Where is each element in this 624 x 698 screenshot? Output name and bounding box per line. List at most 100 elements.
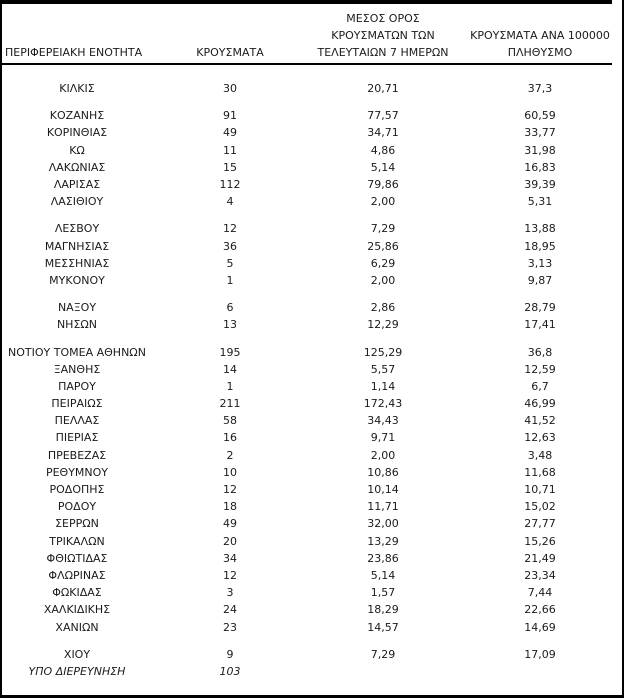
region-name-cell: ΛΑΡΙΣΑΣ xyxy=(53,178,101,192)
per100k-cell: 27,77 xyxy=(524,517,556,531)
per100k-cell: 11,68 xyxy=(524,465,556,479)
cases-cell: 49 xyxy=(223,126,237,140)
region-name-cell: ΡΟΔΟΠΗΣ xyxy=(49,483,105,497)
per100k-cell: 5,31 xyxy=(527,195,553,209)
table-body: ΚΙΛΚΙΣ 30 20,71 37,3 ΚΟΖΑΝΗΣ 91 77,57 60,59 ΚΟΡΙ… xyxy=(2,65,622,680)
header-regional-unit-label: ΠΕΡΙΦΕΡΕΙΑΚΗ ΕΝΟΤΗΤΑ xyxy=(5,46,143,59)
header-per-100k: ΚΡΟΥΣΜΑΤΑ ΑΝΑ 100000 ΠΛΗΘΥΣΜΟ xyxy=(458,27,622,61)
region-name-cell: ΦΛΩΡΙΝΑΣ xyxy=(48,568,106,582)
per100k-cell: 36,8 xyxy=(527,345,553,359)
region-name-cell: ΜΑΓΝΗΣΙΑΣ xyxy=(44,239,110,253)
table-row: ΛΑΣΙΘΙΟΥ 4 2,00 5,31 xyxy=(2,193,622,210)
avg7-cell: 10,86 xyxy=(367,465,399,479)
cases-cell: 3 xyxy=(226,586,234,600)
table-row: ΚΩ 11 4,86 31,98 xyxy=(2,142,622,159)
header-7day-average-line2: ΚΡΟΥΣΜΑΤΩΝ ΤΩΝ xyxy=(331,29,435,42)
cases-cell: 18 xyxy=(223,500,237,514)
avg7-cell: 2,00 xyxy=(370,195,396,209)
avg7-cell: 9,71 xyxy=(370,431,396,445)
region-name-cell: ΝΑΞΟΥ xyxy=(57,301,97,315)
table-row: ΧΙΟΥ 9 7,29 17,09 xyxy=(2,646,622,663)
avg7-cell: 79,86 xyxy=(367,178,399,192)
table-row: ΠΕΙΡΑΙΩΣ 211 172,43 46,99 xyxy=(2,395,622,412)
table-row: ΛΑΡΙΣΑΣ 112 79,86 39,39 xyxy=(2,176,622,193)
header-per-100k-line2: ΠΛΗΘΥΣΜΟ xyxy=(507,46,573,59)
cases-cell: 10 xyxy=(223,465,237,479)
region-name-cell: ΧΑΛΚΙΔΙΚΗΣ xyxy=(43,603,111,617)
per100k-cell: 6,7 xyxy=(531,379,549,393)
table-row: ΠΕΛΛΑΣ 58 34,43 41,52 xyxy=(2,412,622,429)
region-name-cell: ΝΗΣΩΝ xyxy=(56,318,98,332)
table-row-group: ΝΟΤΙΟΥ ΤΟΜΕΑ ΑΘΗΝΩΝ 195 125,29 36,8 ΞΑΝΘΗΣ 14… xyxy=(2,343,622,635)
table-row: ΜΑΓΝΗΣΙΑΣ 36 25,86 18,95 xyxy=(2,238,622,255)
per100k-cell: 22,66 xyxy=(524,603,556,617)
avg7-cell: 5,57 xyxy=(370,362,396,376)
per100k-cell: 15,02 xyxy=(524,500,556,514)
avg7-cell: 172,43 xyxy=(363,397,403,411)
region-name-cell: ΠΕΙΡΑΙΩΣ xyxy=(51,397,103,411)
table-row: ΠΙΕΡΙΑΣ 16 9,71 12,63 xyxy=(2,429,622,446)
table-row: ΠΑΡΟΥ 1 1,14 6,7 xyxy=(2,378,622,395)
header-regional-unit: ΠΕΡΙΦΕΡΕΙΑΚΗ ΕΝΟΤΗΤΑ xyxy=(2,44,152,61)
cases-cell: 23 xyxy=(223,620,237,634)
cases-cell: 195 xyxy=(219,345,241,359)
cases-cell: 12 xyxy=(223,483,237,497)
table-row: ΦΩΚΙΔΑΣ 3 1,57 7,44 xyxy=(2,584,622,601)
avg7-cell: 34,43 xyxy=(367,414,399,428)
per100k-cell: 23,34 xyxy=(524,568,556,582)
table-header-row: ΠΕΡΙΦΕΡΕΙΑΚΗ ΕΝΟΤΗΤΑ ΚΡΟΥΣΜΑΤΑ ΜΕΣΟΣ ΟΡΟ… xyxy=(2,4,622,61)
avg7-cell: 125,29 xyxy=(363,345,403,359)
avg7-cell: 23,86 xyxy=(367,551,399,565)
avg7-cell: 2,00 xyxy=(370,273,396,287)
avg7-cell: 25,86 xyxy=(367,239,399,253)
per100k-cell: 21,49 xyxy=(524,551,556,565)
avg7-cell: 5,14 xyxy=(370,160,396,174)
cases-cell: 6 xyxy=(226,301,234,315)
per100k-cell: 37,3 xyxy=(527,82,553,96)
cases-cell: 4 xyxy=(226,195,234,209)
per100k-cell: 12,59 xyxy=(524,362,556,376)
avg7-cell: 1,14 xyxy=(370,379,396,393)
avg7-cell: 6,29 xyxy=(370,256,396,270)
avg7-cell: 18,29 xyxy=(367,603,399,617)
per100k-cell: 60,59 xyxy=(524,109,556,123)
per100k-cell: 28,79 xyxy=(524,301,556,315)
region-name-cell: ΜΕΣΣΗΝΙΑΣ xyxy=(44,256,110,270)
avg7-cell: 5,14 xyxy=(370,568,396,582)
per100k-cell: 16,83 xyxy=(524,160,556,174)
region-name-cell: ΡΕΘΥΜΝΟΥ xyxy=(45,465,109,479)
region-name-cell: ΤΡΙΚΑΛΩΝ xyxy=(49,534,105,548)
header-7day-average: ΜΕΣΟΣ ΟΡΟΣ ΚΡΟΥΣΜΑΤΩΝ ΤΩΝ ΤΕΛΕΥΤΑΙΩΝ 7 Η… xyxy=(308,10,458,61)
header-cases-label: ΚΡΟΥΣΜΑΤΑ xyxy=(196,46,264,59)
cases-cell: 1 xyxy=(226,379,234,393)
region-name-cell: ΝΟΤΙΟΥ ΤΟΜΕΑ ΑΘΗΝΩΝ xyxy=(8,345,146,359)
table-row-group: ΚΙΛΚΙΣ 30 20,71 37,3 xyxy=(2,80,622,97)
per100k-cell: 13,88 xyxy=(524,222,556,236)
table-row: ΛΕΣΒΟΥ 12 7,29 13,88 xyxy=(2,220,622,237)
per100k-cell: 18,95 xyxy=(524,239,556,253)
avg7-cell: 2,86 xyxy=(370,301,396,315)
avg7-cell: 7,29 xyxy=(370,647,396,661)
avg7-cell: 20,71 xyxy=(367,82,399,96)
header-cases: ΚΡΟΥΣΜΑΤΑ xyxy=(152,44,308,61)
header-per-100k-line1: ΚΡΟΥΣΜΑΤΑ ΑΝΑ 100000 xyxy=(470,29,610,42)
table-row: ΜΕΣΣΗΝΙΑΣ 5 6,29 3,13 xyxy=(2,255,622,272)
avg7-cell: 12,29 xyxy=(367,318,399,332)
cases-cell: 34 xyxy=(223,551,237,565)
cases-cell: 9 xyxy=(226,647,234,661)
table-row: ΝΟΤΙΟΥ ΤΟΜΕΑ ΑΘΗΝΩΝ 195 125,29 36,8 xyxy=(2,343,622,360)
per100k-cell: 9,87 xyxy=(527,273,553,287)
cases-cell: 2 xyxy=(226,448,234,462)
region-name-cell: ΠΕΛΛΑΣ xyxy=(54,414,100,428)
region-name-cell: ΚΙΛΚΙΣ xyxy=(59,82,95,96)
region-name-cell: ΠΙΕΡΙΑΣ xyxy=(55,431,99,445)
table-row: ΤΡΙΚΑΛΩΝ 20 13,29 15,26 xyxy=(2,533,622,550)
table-row: ΚΟΖΑΝΗΣ 91 77,57 60,59 xyxy=(2,107,622,124)
region-name-cell: ΜΥΚΟΝΟΥ xyxy=(49,273,105,287)
region-name-cell: ΥΠΟ ΔΙΕΡΕΥΝΗΣΗ xyxy=(28,664,126,678)
region-name-cell: ΧΙΟΥ xyxy=(63,647,91,661)
table-top-rule xyxy=(2,0,612,4)
avg7-cell: 10,14 xyxy=(367,483,399,497)
per100k-cell: 15,26 xyxy=(524,534,556,548)
